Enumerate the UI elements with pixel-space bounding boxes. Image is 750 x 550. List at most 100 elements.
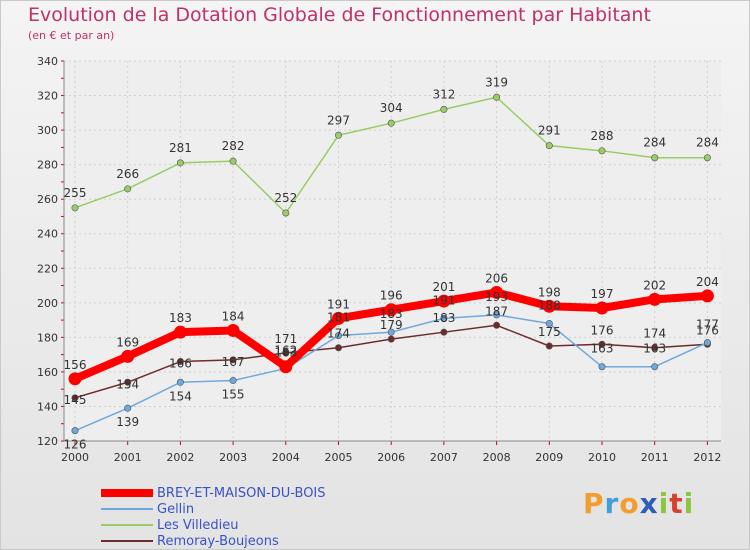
data-label-brey: 196 <box>380 289 403 303</box>
data-label-villedieu: 291 <box>538 124 561 138</box>
data-label-brey: 156 <box>64 358 87 372</box>
x-tick-label: 2002 <box>166 451 194 464</box>
x-tick-label: 2010 <box>588 451 616 464</box>
data-point-gellin <box>176 378 184 386</box>
data-label-villedieu: 304 <box>380 101 403 115</box>
chart-title: Evolution de la Dotation Globale de Fonc… <box>28 4 651 26</box>
x-tick-label: 2000 <box>61 451 89 464</box>
data-point-gellin <box>334 332 342 340</box>
data-label-villedieu: 284 <box>696 136 719 150</box>
data-label-brey: 201 <box>432 280 455 294</box>
data-label-gellin: 191 <box>432 293 455 307</box>
data-point-villedieu <box>124 185 132 193</box>
data-point-villedieu <box>176 159 184 167</box>
y-tick-label: 180 <box>37 331 58 344</box>
data-point-villedieu <box>545 142 553 150</box>
y-tick-label: 140 <box>37 400 58 413</box>
data-point-brey <box>68 372 82 386</box>
data-point-gellin <box>440 314 448 322</box>
data-point-villedieu <box>229 157 237 165</box>
data-label-villedieu: 297 <box>327 113 350 127</box>
data-point-gellin <box>545 320 553 328</box>
x-tick-label: 2003 <box>219 451 247 464</box>
data-point-brey <box>279 360 293 374</box>
data-label-villedieu: 319 <box>485 75 508 89</box>
x-tick-label: 2001 <box>114 451 142 464</box>
data-label-villedieu: 281 <box>169 141 192 155</box>
y-tick-label: 280 <box>37 159 58 172</box>
data-point-remoray <box>493 321 501 329</box>
data-point-gellin <box>651 363 659 371</box>
data-point-brey <box>226 323 240 337</box>
data-label-remoray: 154 <box>116 377 139 391</box>
data-label-villedieu: 255 <box>64 186 87 200</box>
data-point-remoray <box>440 328 448 336</box>
data-point-remoray <box>334 344 342 352</box>
data-label-gellin: 155 <box>222 388 245 402</box>
data-point-gellin <box>493 311 501 319</box>
data-label-gellin: 193 <box>485 290 508 304</box>
data-label-remoray: 167 <box>222 355 245 369</box>
data-label-remoray: 176 <box>591 323 614 337</box>
data-label-remoray: 179 <box>380 318 403 332</box>
data-point-remoray <box>282 349 290 357</box>
data-label-remoray: 175 <box>538 325 561 339</box>
data-label-gellin: 163 <box>591 342 614 356</box>
data-point-villedieu <box>387 119 395 127</box>
data-point-gellin <box>703 339 711 347</box>
data-point-brey <box>384 303 398 317</box>
data-label-brey: 191 <box>327 297 350 311</box>
data-point-brey <box>490 285 504 299</box>
legend-swatch-remoray <box>101 540 153 542</box>
data-point-villedieu <box>651 154 659 162</box>
data-label-remoray: 187 <box>485 304 508 318</box>
data-point-brey <box>648 292 662 306</box>
y-tick-label: 320 <box>37 90 58 103</box>
x-tick-label: 2005 <box>325 451 353 464</box>
data-point-brey <box>437 294 451 308</box>
data-label-villedieu: 312 <box>432 87 455 101</box>
data-label-remoray: 145 <box>64 393 87 407</box>
data-label-remoray: 174 <box>643 327 666 341</box>
x-tick-label: 2007 <box>430 451 458 464</box>
data-point-gellin <box>387 328 395 336</box>
x-tick-label: 2004 <box>272 451 300 464</box>
data-point-villedieu <box>493 93 501 101</box>
y-tick-label: 200 <box>37 297 58 310</box>
data-label-remoray: 183 <box>432 311 455 325</box>
x-tick-label: 2012 <box>693 451 721 464</box>
x-tick-label: 2008 <box>483 451 511 464</box>
y-tick-label: 240 <box>37 228 58 241</box>
y-tick-label: 120 <box>37 435 58 448</box>
data-point-brey <box>595 301 609 315</box>
data-point-remoray <box>598 340 606 348</box>
plot-area <box>64 61 721 441</box>
data-label-remoray: 171 <box>274 332 297 346</box>
y-tick-label: 300 <box>37 124 58 137</box>
data-point-brey <box>542 299 556 313</box>
data-point-gellin <box>124 404 132 412</box>
y-tick-label: 220 <box>37 262 58 275</box>
data-label-brey: 163 <box>274 346 297 360</box>
x-tick-label: 2011 <box>641 451 669 464</box>
legend-label-gellin: Gellin <box>157 502 195 517</box>
data-label-gellin: 183 <box>380 307 403 321</box>
legend-swatch-villedieu <box>101 524 153 526</box>
y-tick-label: 340 <box>37 55 58 68</box>
data-label-brey: 202 <box>643 278 666 292</box>
legend-swatch-brey <box>101 489 153 497</box>
data-point-remoray <box>176 358 184 366</box>
data-point-remoray <box>545 342 553 350</box>
proxiti-logo: Proxiti <box>583 487 695 520</box>
data-label-brey: 198 <box>538 285 561 299</box>
data-label-brey: 183 <box>169 311 192 325</box>
data-point-remoray <box>71 394 79 402</box>
data-label-villedieu: 284 <box>643 136 666 150</box>
data-point-villedieu <box>334 131 342 139</box>
data-label-gellin: 163 <box>643 342 666 356</box>
data-label-gellin: 139 <box>116 415 139 429</box>
data-label-brey: 169 <box>116 335 139 349</box>
data-label-gellin: 181 <box>327 311 350 325</box>
x-tick-label: 2009 <box>535 451 563 464</box>
